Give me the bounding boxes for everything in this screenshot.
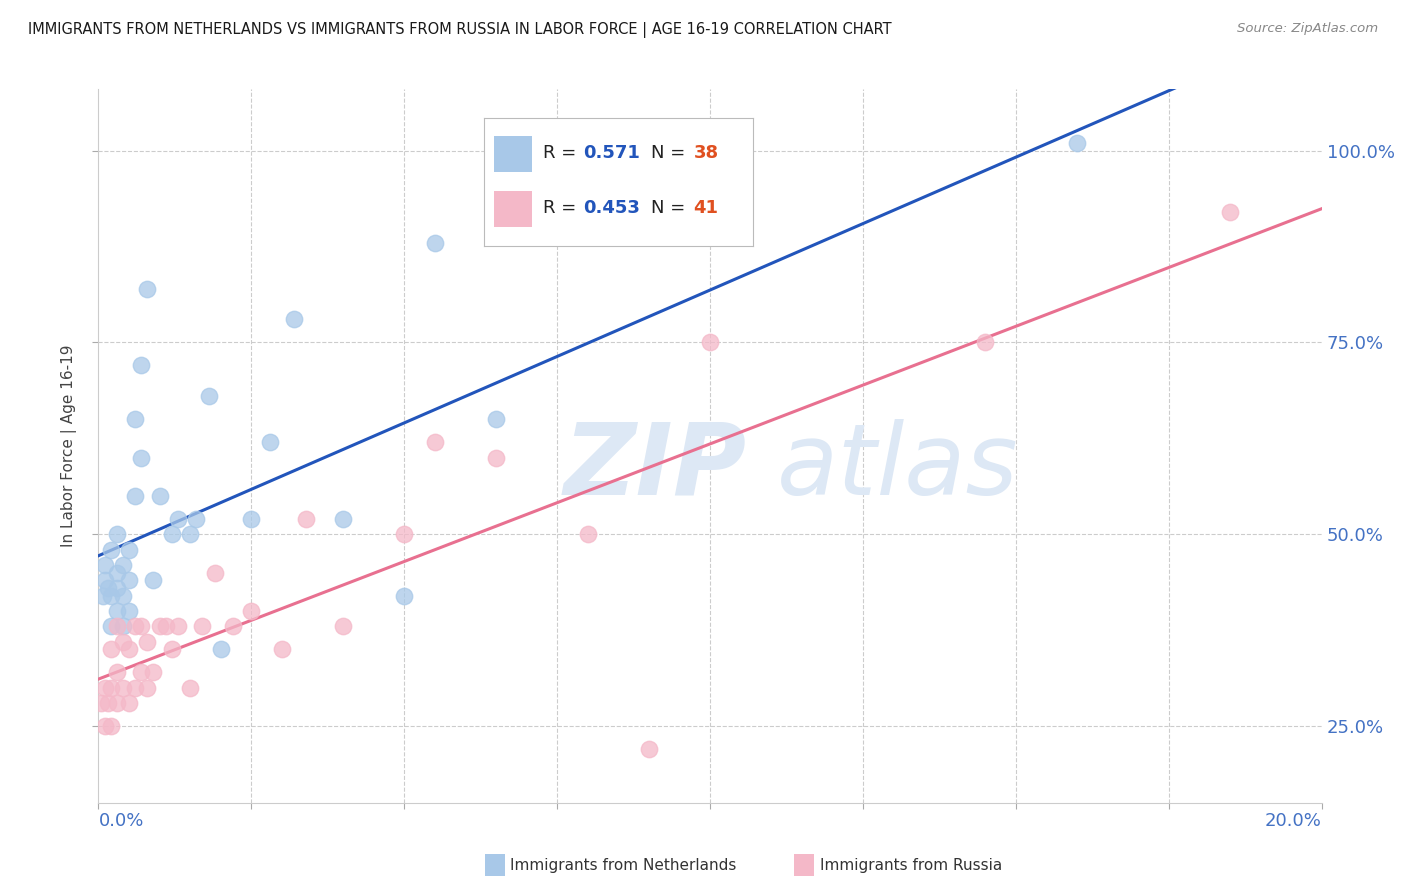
Text: Source: ZipAtlas.com: Source: ZipAtlas.com	[1237, 22, 1378, 36]
Point	[118, 642, 141, 657]
Point	[105, 604, 128, 618]
Point	[222, 619, 245, 633]
Point	[179, 527, 201, 541]
Point	[124, 619, 146, 633]
Point	[93, 681, 115, 695]
Y-axis label: In Labor Force | Age 16-19: In Labor Force | Age 16-19	[60, 344, 77, 548]
Point	[91, 589, 114, 603]
Point	[124, 412, 146, 426]
Point	[111, 558, 134, 572]
Text: 0.0%: 0.0%	[98, 812, 143, 830]
Point	[118, 604, 141, 618]
Point	[167, 512, 190, 526]
Point	[100, 542, 122, 557]
Point	[118, 574, 141, 588]
Point	[105, 665, 128, 680]
Point	[93, 719, 115, 733]
Point	[124, 681, 146, 695]
Point	[167, 619, 190, 633]
Point	[485, 412, 508, 426]
Point	[105, 581, 128, 595]
Point	[392, 589, 416, 603]
Point	[155, 619, 177, 633]
Point	[423, 435, 446, 450]
Point	[105, 527, 128, 541]
Point	[100, 589, 122, 603]
Point	[485, 450, 508, 465]
Point	[129, 619, 152, 633]
Point	[392, 527, 416, 541]
Point	[179, 681, 201, 695]
Point	[111, 634, 134, 648]
Point	[149, 619, 172, 633]
Point	[423, 235, 446, 250]
Point	[149, 489, 172, 503]
Point	[1066, 136, 1088, 150]
Point	[129, 450, 152, 465]
Point	[191, 619, 214, 633]
Point	[118, 542, 141, 557]
Point	[97, 696, 120, 710]
Point	[111, 589, 134, 603]
Point	[105, 619, 128, 633]
Point	[160, 642, 183, 657]
Point	[118, 696, 141, 710]
Text: Immigrants from Netherlands: Immigrants from Netherlands	[510, 858, 737, 872]
Text: ZIP: ZIP	[564, 419, 747, 516]
Point	[240, 604, 263, 618]
Point	[124, 489, 146, 503]
Point	[699, 335, 721, 350]
Point	[259, 435, 281, 450]
Point	[105, 696, 128, 710]
Point	[136, 634, 159, 648]
Point	[129, 359, 152, 373]
Point	[332, 512, 354, 526]
Point	[295, 512, 318, 526]
Point	[93, 574, 115, 588]
Point	[129, 665, 152, 680]
Point	[105, 566, 128, 580]
Point	[97, 581, 120, 595]
Point	[204, 566, 226, 580]
Point	[160, 527, 183, 541]
Point	[111, 619, 134, 633]
Point	[136, 282, 159, 296]
Point	[100, 619, 122, 633]
Point	[1219, 205, 1241, 219]
Point	[111, 681, 134, 695]
Point	[93, 558, 115, 572]
Point	[142, 665, 165, 680]
Point	[90, 696, 112, 710]
Text: Immigrants from Russia: Immigrants from Russia	[820, 858, 1002, 872]
Point	[100, 681, 122, 695]
Point	[142, 574, 165, 588]
Point	[240, 512, 263, 526]
Point	[283, 312, 305, 326]
Point	[186, 512, 208, 526]
Point	[270, 642, 292, 657]
Text: IMMIGRANTS FROM NETHERLANDS VS IMMIGRANTS FROM RUSSIA IN LABOR FORCE | AGE 16-19: IMMIGRANTS FROM NETHERLANDS VS IMMIGRANT…	[28, 22, 891, 38]
Point	[100, 719, 122, 733]
Point	[209, 642, 232, 657]
Point	[637, 742, 661, 756]
Point	[197, 389, 219, 403]
Text: 20.0%: 20.0%	[1265, 812, 1322, 830]
Point	[332, 619, 354, 633]
Point	[974, 335, 997, 350]
Point	[136, 681, 159, 695]
Text: atlas: atlas	[778, 419, 1019, 516]
Point	[576, 527, 599, 541]
Point	[100, 642, 122, 657]
